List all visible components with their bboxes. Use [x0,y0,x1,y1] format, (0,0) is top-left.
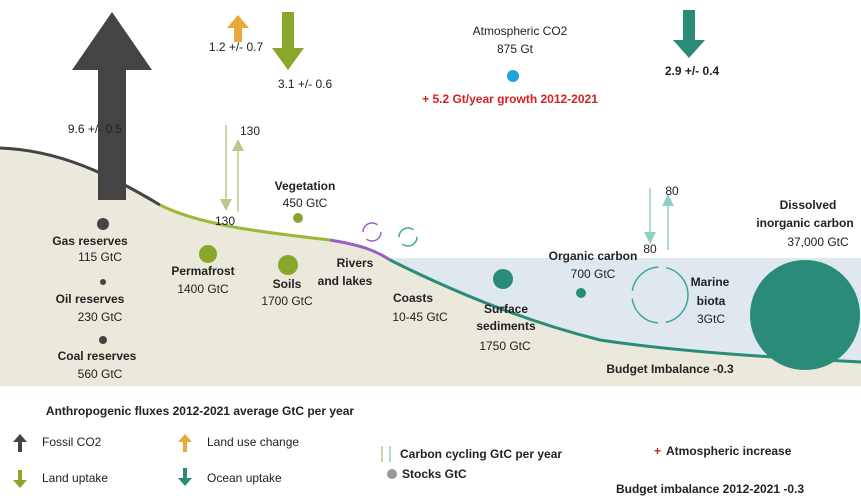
legend-label: Carbon cycling GtC per year [400,447,562,461]
stock-name: sediments [476,319,536,333]
legend-icon: + [654,444,661,458]
budget-imbalance: Budget Imbalance -0.3 [606,362,734,376]
land-uptake-arrow [272,12,304,70]
stock-name: biota [697,294,726,308]
stock-value: 1750 GtC [479,339,531,353]
flux-label: 3.1 +/- 0.6 [278,77,333,91]
legend-label: Budget imbalance 2012-2021 -0.3 [616,482,804,496]
land-use-arrow [227,15,249,42]
stock-dot [97,218,109,230]
stock-dot [493,269,513,289]
cycle-label: 80 [665,184,679,198]
coast-cycle [399,228,417,246]
flux-label: 9.6 +/- 0.5 [68,122,123,136]
stock-name: Coasts [393,291,433,305]
river-cycle [363,223,381,241]
stock-dot [293,213,303,223]
stock-dot [750,260,860,370]
stock-name: Gas reserves [52,234,128,248]
stock-name: inorganic carbon [756,216,853,230]
stock-value: 1700 GtC [261,294,313,308]
stock-value: 3GtC [697,312,725,326]
legend-label: Atmospheric increase [666,444,792,458]
page: Carbon budget diagram html, body { margi… [0,0,861,499]
stock-value: 10-45 GtC [392,310,448,324]
atmosphere-dot [507,70,519,82]
cycle-label: 80 [643,242,657,256]
stock-value: 700 GtC [571,267,616,281]
stock-name: Marine [691,275,730,289]
stock-name: and lakes [318,274,373,288]
stock-value: 115 GtC [78,250,122,264]
stock-name: Coal reserves [58,349,137,363]
page-body: { "fluxes": { "fossil": "9.6 +/- 0.5", "… [0,0,861,499]
stock-name: Organic carbon [549,249,638,263]
legend-icon [178,434,192,452]
cycle-label: 130 [240,124,260,138]
cycle-label: 130 [215,214,235,228]
atmosphere-stock: 875 Gt [497,42,534,56]
legend-icon [178,468,192,486]
stock-name: Dissolved [780,198,837,212]
atmosphere-growth: + 5.2 Gt/year growth 2012-2021 [422,92,598,106]
flux-label: 1.2 +/- 0.7 [209,40,264,54]
stock-name: Rivers [337,256,374,270]
legend-label: Stocks GtC [402,467,467,481]
stock-dot [100,279,106,285]
legend-label: Fossil CO2 [42,435,102,449]
stock-dot [278,255,298,275]
stock-name: Permafrost [171,264,234,278]
stock-dot [99,336,107,344]
stock-value: 230 GtC [78,310,123,324]
stock-value: 37,000 GtC [787,235,849,249]
flux-label: 2.9 +/- 0.4 [665,64,720,78]
legend-title: Anthropogenic fluxes 2012-2021 average G… [46,404,354,418]
stock-dot [576,288,586,298]
stock-value: 1400 GtC [177,282,229,296]
legend-label: Land use change [207,435,299,449]
stock-dot [199,245,217,263]
legend-icon [13,470,27,488]
legend-label: Ocean uptake [207,471,282,485]
stock-name: Surface [484,302,528,316]
legend-label: Land uptake [42,471,108,485]
stock-name: Vegetation [275,179,336,193]
stock-name: Soils [273,277,302,291]
atmosphere-label: Atmospheric CO2 [473,24,568,38]
ocean-uptake-arrow [673,10,705,58]
stock-value: 560 GtC [78,367,123,381]
stock-value: 450 GtC [283,196,328,210]
diagram: 9.6 +/- 0.5 1.2 +/- 0.7 3.1 +/- 0.6 2.9 … [0,0,861,499]
legend-icon [387,469,397,479]
stock-name: Oil reserves [56,292,125,306]
legend-icon [13,434,27,452]
